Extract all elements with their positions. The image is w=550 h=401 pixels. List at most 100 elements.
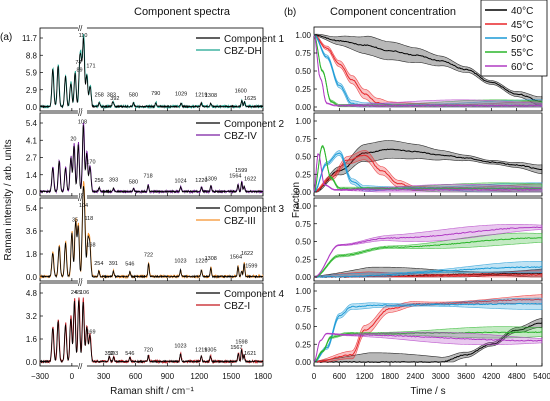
peak-label: 1219 (195, 92, 207, 98)
left-xtick-label: 1200 (190, 372, 208, 381)
right-legend: 40°C 45°C 50°C 55°C 60°C (480, 0, 548, 77)
legend-label: 40°C (511, 6, 533, 17)
mean-curve (313, 145, 543, 193)
mean-curve (313, 302, 543, 363)
peak-label: 89 (76, 67, 82, 73)
mean-curve (313, 331, 543, 363)
right-ytick-label: 1.00 (295, 202, 311, 211)
right-ytick-label: 0.50 (295, 238, 311, 247)
peak-label: 1622 (244, 177, 256, 183)
right-ytick-label: 0.00 (295, 358, 311, 367)
peak-label: 546 (125, 262, 134, 268)
right-ytick-label: 0.75 (295, 135, 311, 144)
left-subplot-frame (39, 197, 264, 282)
right-xtick-label: 3600 (457, 372, 475, 381)
peak-label: 169 (86, 329, 95, 335)
peak-label: 1600 (235, 89, 247, 95)
left-xtick-label: 0 (70, 372, 75, 381)
right-ytick-label: 0.25 (295, 85, 311, 94)
left-ytick-label: 0.0 (26, 103, 38, 112)
confidence-band (313, 34, 543, 108)
left-xtick-label: −300 (31, 372, 50, 381)
confidence-band (313, 297, 543, 363)
peak-label: 1023 (174, 344, 186, 350)
component-spectrum (39, 37, 264, 109)
axis-break-mark: // (78, 109, 83, 118)
axis-break-bg (77, 25, 87, 31)
legend-label: 50°C (511, 34, 533, 45)
peak-label: 170 (86, 159, 95, 165)
peak-label: 580 (129, 179, 138, 185)
legend-label: 60°C (511, 62, 533, 73)
mean-curve (313, 226, 542, 278)
legend-label: 55°C (511, 48, 533, 59)
left-axes (39, 27, 264, 367)
legend-label: 45°C (511, 20, 533, 31)
peak-label: 790 (151, 91, 160, 97)
axis-break-mark: // (78, 279, 83, 288)
left-xtick-label: 900 (161, 372, 175, 381)
left-ytick-label: 5.9 (26, 69, 38, 78)
axis-break-mark: // (78, 362, 83, 371)
right-xtick-label: 2400 (406, 372, 424, 381)
right-subplot-frame (313, 112, 543, 197)
right-ytick-label: 0.00 (295, 188, 311, 197)
peak-label: 20 (70, 137, 76, 143)
peak-label: 1621 (244, 351, 256, 357)
right-xtick-label: 5400 (533, 372, 550, 381)
peak-label: 1308 (205, 256, 217, 262)
confidence-band (313, 326, 543, 363)
right-ytick-label: 0.75 (295, 305, 311, 314)
peak-label: 254 (94, 261, 103, 267)
left-ytick-label: 1.8 (26, 250, 38, 259)
legend-label: Component 4 (224, 289, 284, 300)
left-ytick-label: 2.9 (26, 86, 38, 95)
left-ytick-label: 4.8 (26, 289, 38, 298)
legend-label: Component 1 (224, 34, 284, 45)
right-title: Component concentration (330, 6, 456, 18)
peak-label: 1599 (235, 168, 247, 174)
left-xtick-label: 300 (97, 372, 111, 381)
left-ytick-label: 11.7 (22, 34, 38, 43)
peak-label: 1220 (195, 178, 207, 184)
peak-label: 1024 (174, 179, 186, 185)
peak-label: 171 (86, 64, 95, 70)
peak-label: 718 (144, 174, 153, 180)
peak-label: 74 (75, 60, 81, 66)
mean-curve (313, 332, 543, 363)
right-xtick-label: 1800 (381, 372, 399, 381)
peak-label: 1564 (229, 174, 241, 180)
left-ytick-label: 8.8 (26, 51, 38, 60)
peak-label: 383 (107, 92, 116, 98)
reference-spectrum (39, 181, 264, 280)
left-ytick-label: 4.1 (26, 136, 38, 145)
peak-label: 256 (94, 178, 103, 184)
right-curves (313, 33, 543, 363)
left-xlabel: Raman shift / cm⁻¹ (110, 386, 194, 397)
right-ticks: 0.00 0.25 0.50 0.75 1.00 0.00 0.25 0.50 0.75 1.00… (295, 31, 550, 381)
legend-label: CBZ-IV (224, 131, 257, 142)
peak-label: 1305 (204, 347, 216, 353)
left-ytick-label: 1.4 (26, 171, 38, 180)
peak-label: 1598 (235, 339, 247, 345)
peak-label: 168 (86, 242, 95, 248)
peak-label: 35 (72, 217, 78, 223)
left-title: Component spectra (134, 6, 231, 18)
axis-break-bg (77, 363, 87, 369)
left-ytick-label: 0.0 (26, 358, 38, 367)
left-panel-label: (a) (0, 32, 12, 43)
right-ytick-label: 0.50 (295, 153, 311, 162)
right-xtick-label: 1200 (356, 372, 374, 381)
peak-label: 104 (79, 203, 88, 209)
left-ytick-label: 3.2 (26, 312, 38, 321)
mean-curve (313, 34, 543, 102)
left-ytick-label: 0.0 (26, 188, 38, 197)
peak-label: 65 (75, 290, 81, 296)
confidence-band (313, 261, 543, 278)
mean-curve (313, 148, 543, 193)
right-ytick-label: 0.75 (295, 49, 311, 58)
peak-label: 391 (109, 261, 118, 267)
legend-label: Component 3 (224, 204, 284, 215)
